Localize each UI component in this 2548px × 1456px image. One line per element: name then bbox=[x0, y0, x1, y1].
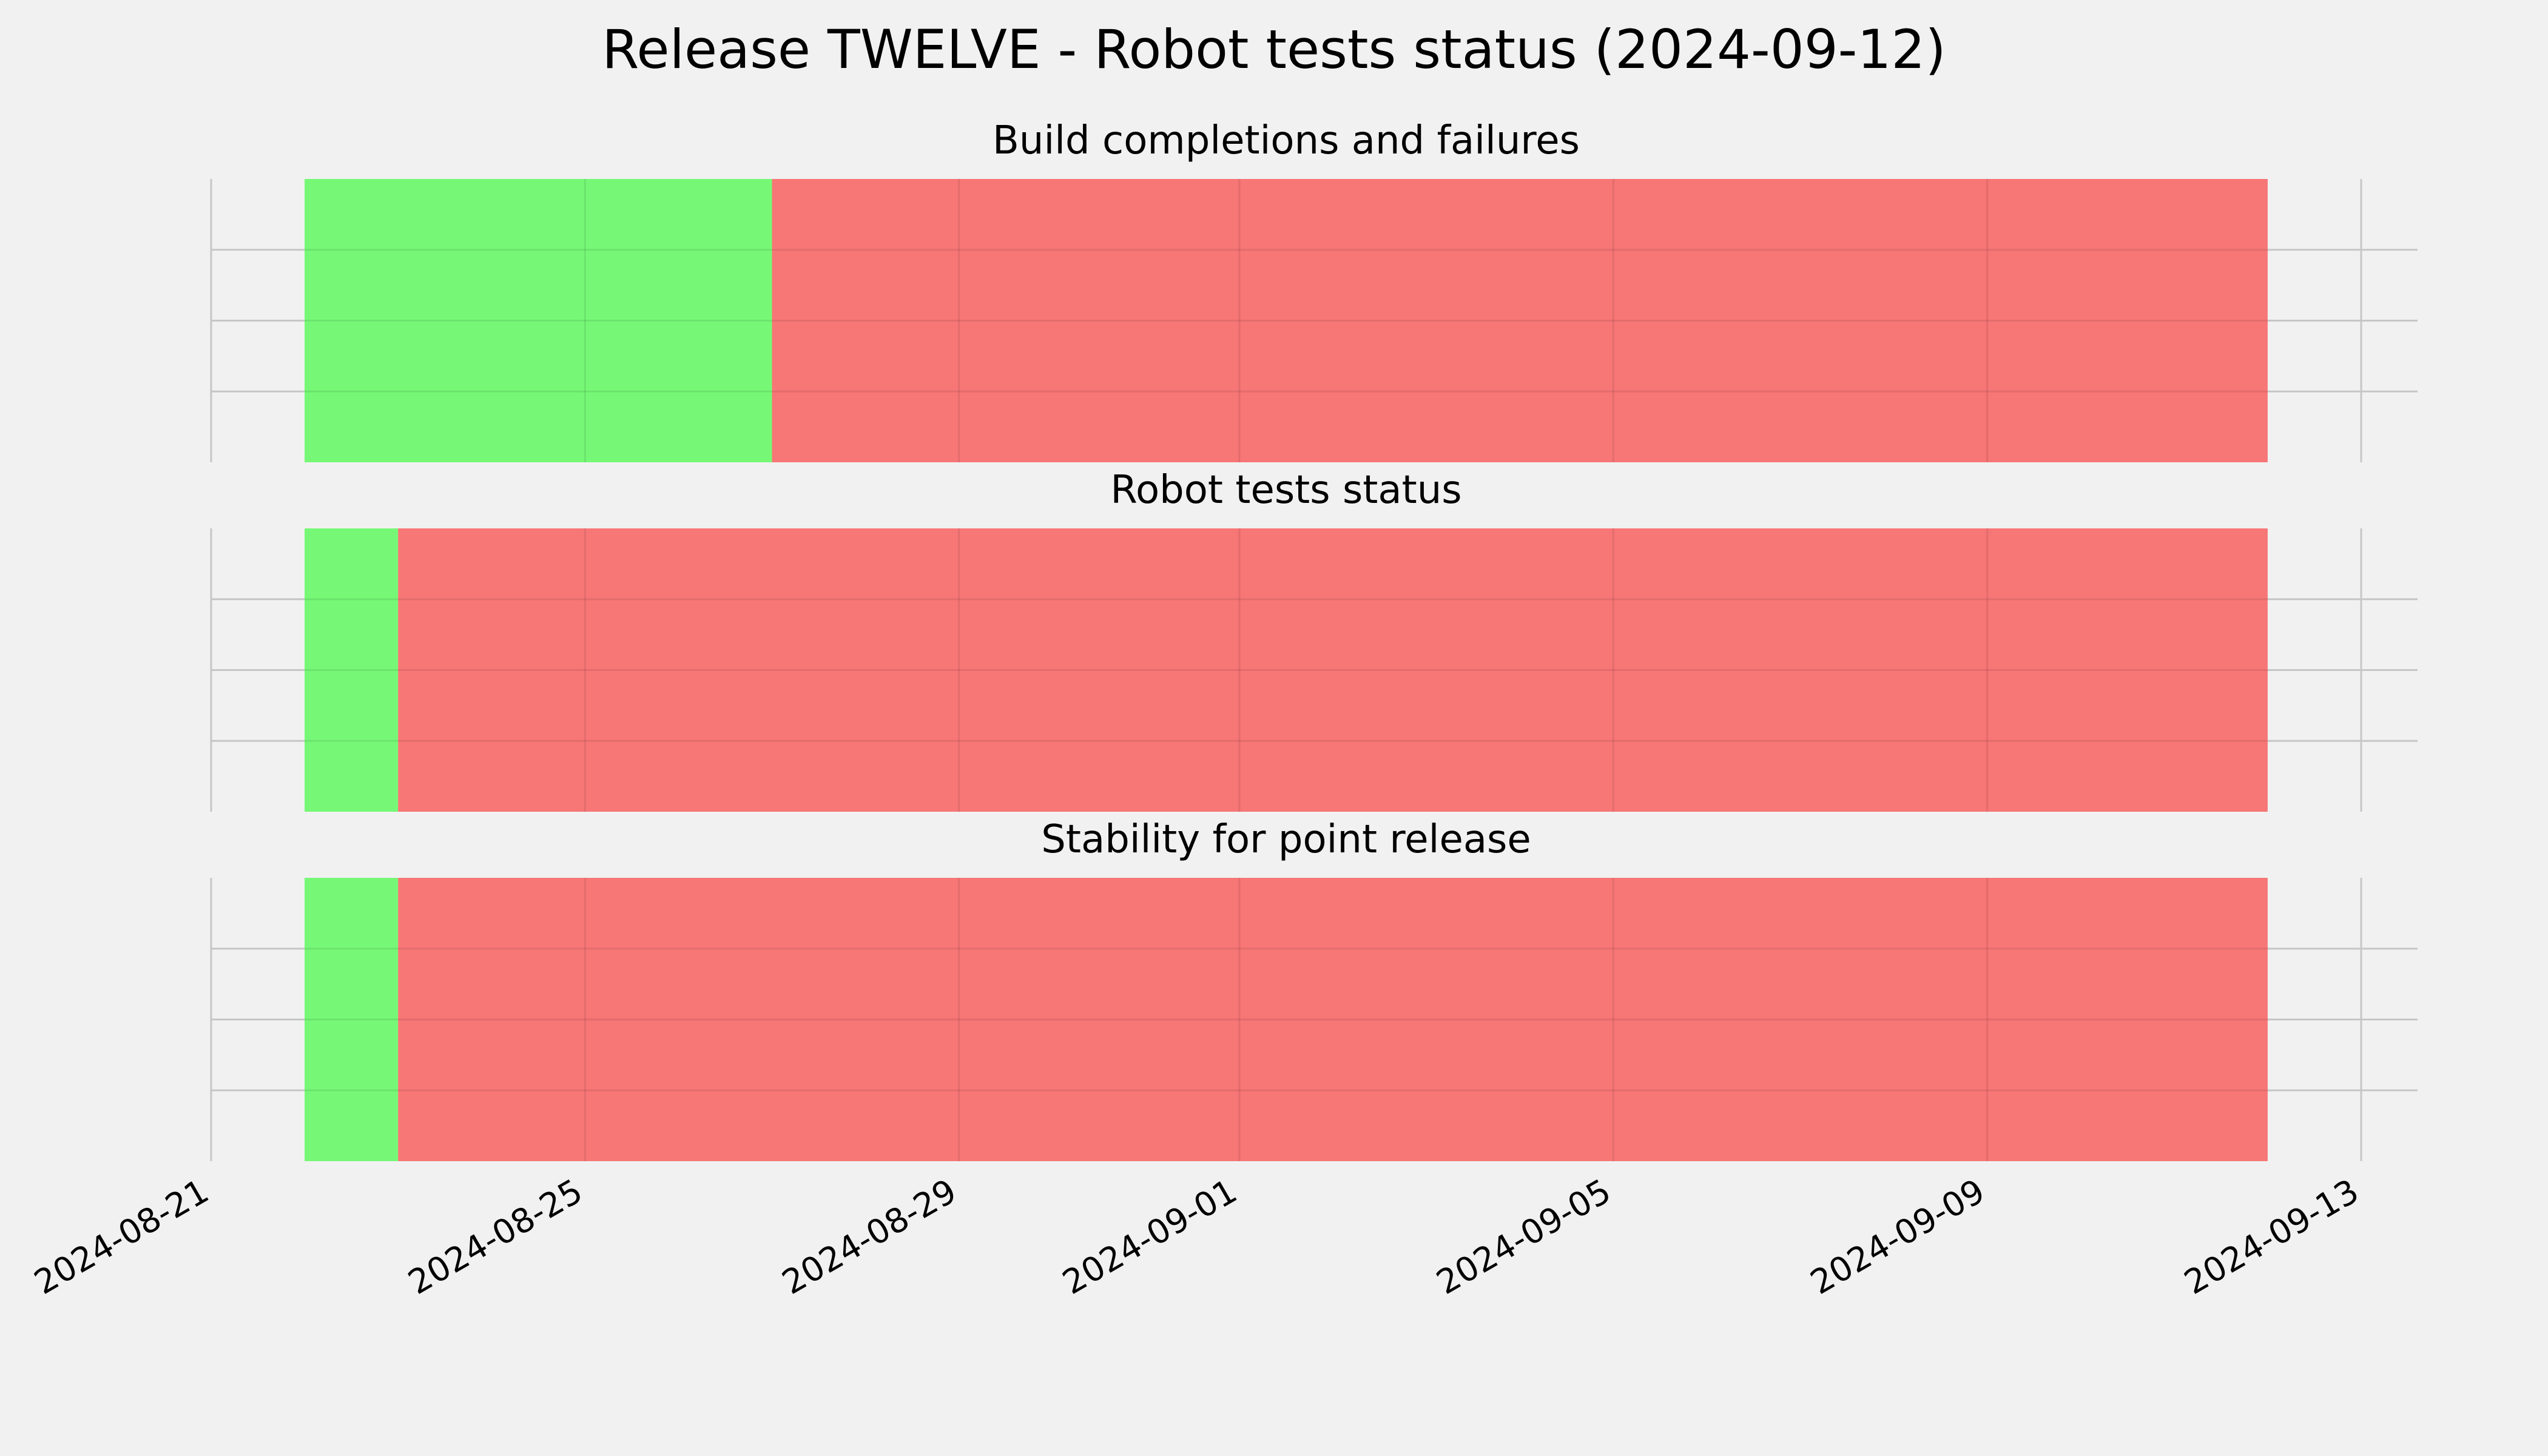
status-segment-pass bbox=[305, 179, 772, 462]
panel-title: Stability for point release bbox=[1041, 817, 1531, 862]
grid-overlay bbox=[305, 179, 2268, 462]
panel-title: Build completions and failures bbox=[993, 118, 1580, 163]
panels: Build completions and failures Robot test… bbox=[210, 118, 2418, 1161]
status-segment-fail bbox=[398, 878, 2268, 1161]
chart-title: Release TWELVE - Robot tests status (202… bbox=[602, 18, 1946, 81]
grid-overlay bbox=[305, 878, 2268, 1161]
status-segment-fail bbox=[772, 179, 2268, 462]
panel-1: Build completions and failures bbox=[210, 118, 2418, 462]
panel-3: Stability for point release bbox=[210, 817, 2418, 1161]
status-segment-fail bbox=[398, 528, 2268, 812]
status-segment-pass bbox=[305, 878, 399, 1161]
grid-overlay bbox=[305, 528, 2268, 812]
panel-2: Robot tests status bbox=[210, 468, 2418, 812]
panel-title: Robot tests status bbox=[1110, 468, 1461, 513]
status-segment-pass bbox=[305, 528, 399, 812]
